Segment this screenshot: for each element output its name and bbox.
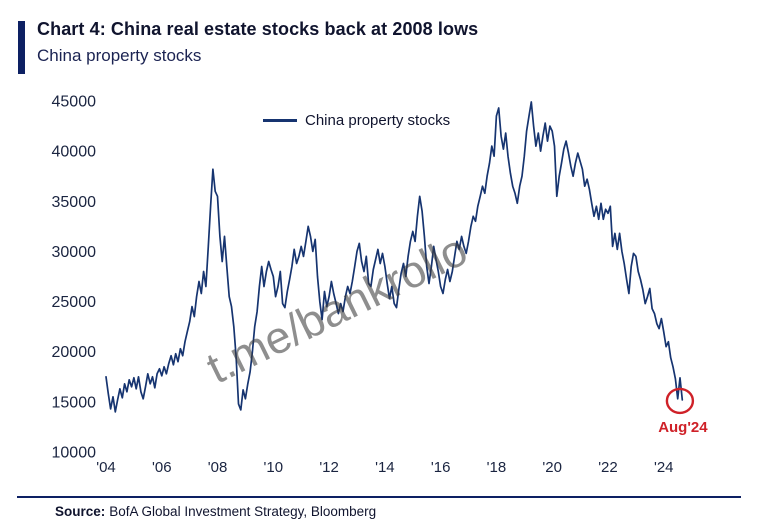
legend-label: China property stocks — [305, 112, 451, 129]
chart-subtitle: China property stocks — [37, 46, 202, 65]
y-tick-label: 15000 — [52, 394, 97, 411]
x-tick-label: '16 — [431, 459, 451, 476]
x-tick-label: '18 — [487, 459, 507, 476]
source-label: Source: — [55, 504, 106, 519]
y-tick-label: 40000 — [52, 144, 97, 161]
x-tick-label: '14 — [375, 459, 395, 476]
y-tick-label: 10000 — [52, 445, 97, 462]
x-tick-label: '04 — [96, 459, 116, 476]
x-tick-label: '08 — [208, 459, 228, 476]
x-tick-label: '20 — [542, 459, 562, 476]
source-line: Source: BofA Global Investment Strategy, … — [55, 504, 376, 519]
y-tick-label: 45000 — [52, 94, 97, 111]
title-accent-bar — [18, 21, 25, 74]
x-tick-label: '06 — [152, 459, 172, 476]
chart-title: Chart 4: China real estate stocks back a… — [37, 19, 479, 39]
footer-rule — [17, 496, 741, 498]
legend-line-swatch — [263, 119, 297, 122]
x-tick-label: '10 — [264, 459, 284, 476]
x-tick-label: '24 — [654, 459, 674, 476]
legend: China property stocks — [263, 112, 450, 129]
x-tick-label: '22 — [598, 459, 618, 476]
source-text: BofA Global Investment Strategy, Bloombe… — [109, 504, 377, 519]
price-line — [105, 101, 684, 413]
y-tick-label: 30000 — [52, 244, 97, 261]
aug24-annotation-label: Aug'24 — [658, 419, 708, 436]
y-tick-label: 25000 — [52, 294, 97, 311]
aug24-annotation-circle — [665, 387, 695, 415]
x-tick-label: '12 — [319, 459, 339, 476]
y-tick-label: 20000 — [52, 344, 97, 361]
y-tick-label: 35000 — [52, 194, 97, 211]
